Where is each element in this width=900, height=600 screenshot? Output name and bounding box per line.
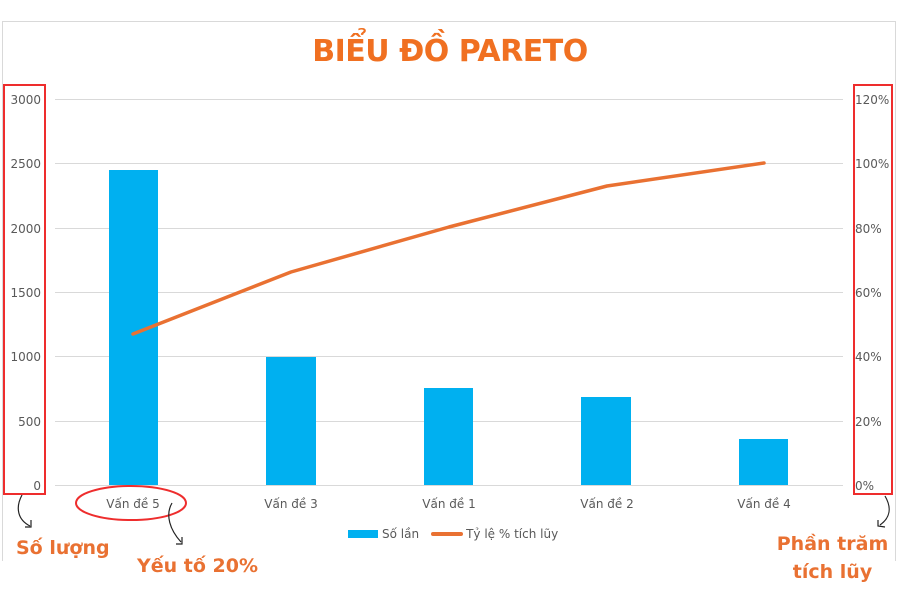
arrow-right-icon bbox=[879, 495, 890, 526]
annotation-right-line1: Phần trăm bbox=[776, 533, 889, 555]
left-tick: 2500 bbox=[10, 157, 41, 171]
right-tick: 80% bbox=[855, 222, 882, 236]
annotation-highlight: Yếu tố 20% bbox=[137, 555, 259, 577]
chart-frame bbox=[2, 21, 896, 561]
legend-line-swatch-icon bbox=[431, 532, 464, 536]
right-tick: 20% bbox=[855, 415, 882, 429]
left-tick: 3000 bbox=[10, 93, 41, 107]
bar-van-de-3[interactable] bbox=[266, 357, 316, 485]
legend-bar-swatch-icon bbox=[348, 530, 378, 538]
right-tick: 40% bbox=[855, 350, 882, 364]
right-axis: 120% 100% 80% 60% 40% 20% 0% bbox=[855, 93, 889, 493]
right-tick: 100% bbox=[855, 157, 889, 171]
annotation-arrows bbox=[17, 494, 890, 545]
legend-line-label: Tỷ lệ % tích lũy bbox=[466, 527, 559, 541]
legend: Số lần Tỷ lệ % tích lũy bbox=[348, 527, 558, 541]
left-axis: 3000 2500 2000 1500 1000 500 0 bbox=[10, 93, 41, 493]
arrow-mid-icon bbox=[168, 502, 182, 543]
annotation-right-axis: Phần trăm tích lũy bbox=[775, 530, 890, 586]
legend-bar-label: Số lần bbox=[382, 527, 420, 541]
x-label: Vấn đề 2 bbox=[580, 497, 633, 511]
x-label: Vấn đề 4 bbox=[737, 497, 790, 511]
x-label: Vấn đề 3 bbox=[264, 497, 317, 511]
highlight-ellipse bbox=[75, 485, 187, 521]
arrow-left-icon bbox=[17, 494, 31, 527]
left-tick: 1500 bbox=[10, 286, 41, 300]
left-tick: 0 bbox=[33, 479, 41, 493]
right-axis-highlight-box bbox=[853, 84, 893, 495]
bar-van-de-1[interactable] bbox=[424, 388, 473, 485]
left-axis-highlight-box bbox=[3, 84, 46, 495]
bar-van-de-4[interactable] bbox=[739, 439, 788, 485]
gridlines bbox=[55, 99, 843, 486]
right-tick: 120% bbox=[855, 93, 889, 107]
cumulative-line[interactable] bbox=[131, 161, 766, 336]
arrow-mid-head-icon bbox=[176, 537, 183, 545]
x-label: Vấn đề 5 bbox=[106, 497, 159, 511]
left-tick: 500 bbox=[18, 415, 41, 429]
arrow-right-head-icon bbox=[877, 520, 886, 528]
annotation-left-axis: Số lượng bbox=[16, 537, 110, 559]
bar-van-de-2[interactable] bbox=[581, 397, 631, 485]
left-tick: 1000 bbox=[10, 350, 41, 364]
annotation-right-line2: tích lũy bbox=[792, 561, 873, 583]
x-axis: Vấn đề 5 Vấn đề 3 Vấn đề 1 Vấn đề 2 Vấn … bbox=[106, 497, 790, 511]
right-tick: 0% bbox=[855, 479, 874, 493]
left-tick: 2000 bbox=[10, 222, 41, 236]
arrow-left-head-icon bbox=[25, 520, 32, 528]
right-tick: 60% bbox=[855, 286, 882, 300]
x-label: Vấn đề 1 bbox=[422, 497, 475, 511]
chart-title: BIỂU ĐỒ PARETO bbox=[312, 34, 588, 69]
bar-series bbox=[109, 170, 788, 485]
